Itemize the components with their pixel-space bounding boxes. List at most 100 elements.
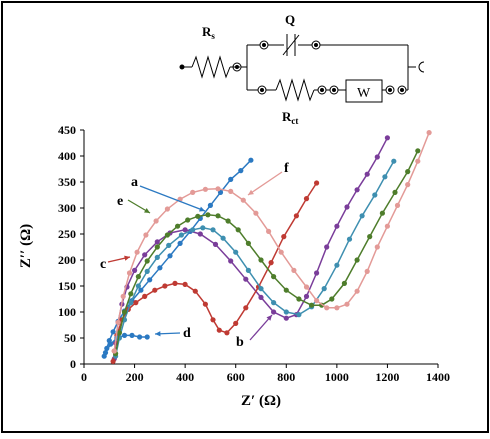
data-point (111, 348, 117, 354)
curve-arrow-a (139, 185, 206, 212)
data-point (228, 188, 234, 194)
data-point (243, 276, 249, 282)
y-tick-label: 450 (58, 123, 76, 137)
node-dot (235, 65, 239, 69)
arrowhead-icon (155, 331, 161, 337)
y-tick-label: 150 (58, 279, 76, 293)
x-tick-label: 1200 (375, 370, 399, 384)
data-point (334, 223, 340, 229)
data-point (296, 296, 302, 302)
data-point (102, 350, 109, 356)
data-point (394, 202, 401, 208)
data-point (178, 232, 184, 238)
data-point (147, 277, 153, 283)
data-point (144, 258, 150, 264)
data-point (164, 232, 170, 238)
data-point (415, 148, 421, 154)
data-point (334, 305, 340, 311)
arrowhead-icon (248, 189, 254, 195)
data-point (157, 265, 163, 271)
q-label: Q (285, 12, 295, 27)
series-layer (101, 130, 432, 364)
data-point (138, 287, 144, 293)
data-point (314, 180, 320, 186)
data-point (329, 296, 335, 302)
x-axis-label: Z′ (Ω) (241, 393, 281, 409)
node-dot (332, 88, 336, 92)
data-point (382, 174, 388, 180)
data-point (182, 227, 188, 233)
arrowhead-icon (144, 208, 150, 213)
data-point (344, 204, 350, 210)
data-point (134, 249, 140, 255)
data-point (110, 329, 116, 335)
data-point (324, 305, 330, 311)
data-point (296, 312, 302, 318)
data-point (144, 268, 150, 274)
y-tick-label: 100 (58, 305, 76, 319)
data-point (245, 240, 251, 246)
node-dot (320, 88, 324, 92)
y-tick-label: 200 (58, 253, 76, 267)
data-point (182, 281, 188, 287)
curve-arrow-b (249, 314, 273, 341)
x-tick-label: 1400 (426, 370, 450, 384)
data-point (334, 262, 340, 268)
data-point (154, 239, 160, 245)
equivalent-circuit (179, 34, 425, 103)
data-point (154, 244, 160, 250)
data-point (367, 234, 373, 240)
data-point (281, 234, 287, 240)
data-point (152, 287, 158, 293)
data-point (228, 258, 234, 264)
data-point (364, 171, 370, 177)
data-point (268, 260, 274, 266)
data-point (243, 305, 249, 311)
data-point (324, 244, 330, 250)
data-point (240, 197, 246, 203)
data-point (271, 309, 277, 315)
data-point (166, 242, 172, 248)
data-point (391, 158, 397, 164)
data-point (303, 284, 310, 290)
data-point (405, 182, 411, 188)
data-point (135, 283, 141, 289)
arrowhead-icon (124, 255, 130, 261)
data-point (293, 213, 299, 219)
circuit-input-terminal (179, 64, 185, 70)
data-point (162, 283, 168, 289)
data-point (283, 287, 289, 293)
data-point (374, 154, 380, 160)
data-point (426, 130, 432, 136)
data-point (225, 218, 231, 224)
data-point (233, 320, 239, 326)
data-point (271, 274, 277, 280)
data-point (233, 249, 239, 255)
annotation-layer: a b c d e f (100, 161, 289, 350)
data-point (303, 196, 310, 202)
data-point (379, 210, 385, 216)
node-icon (385, 85, 395, 95)
x-tick-label: 1000 (325, 370, 349, 384)
series-c (110, 180, 320, 364)
node-dot (262, 43, 266, 47)
rs-label: Rs (202, 24, 215, 41)
data-point (258, 257, 264, 263)
data-point (207, 202, 213, 208)
data-point (205, 212, 211, 218)
y-tick-label: 50 (64, 331, 76, 345)
data-point (374, 244, 380, 250)
x-tick-label: 800 (277, 370, 295, 384)
data-point (128, 291, 134, 297)
data-point (341, 280, 347, 286)
data-point (228, 176, 234, 182)
data-point (202, 301, 208, 307)
data-point (309, 302, 315, 308)
data-point (344, 301, 350, 307)
data-point (133, 300, 139, 306)
data-point (116, 330, 122, 336)
curve-label-f: f (284, 161, 289, 176)
data-point (283, 315, 289, 321)
data-point (135, 274, 141, 280)
